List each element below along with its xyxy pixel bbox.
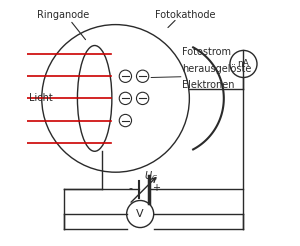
Text: +: + [152,183,160,193]
Text: Elektronen: Elektronen [182,80,235,90]
Text: Fotostrom: Fotostrom [182,47,231,57]
Text: $U_G$: $U_G$ [144,169,158,183]
Text: Licht: Licht [29,93,53,103]
Text: V: V [136,209,144,219]
Text: Fotokathode: Fotokathode [155,10,215,20]
Text: Ringanode: Ringanode [37,10,89,20]
Text: herausgelöste: herausgelöste [182,64,251,74]
Text: nA: nA [238,60,249,68]
Text: -: - [128,183,132,193]
